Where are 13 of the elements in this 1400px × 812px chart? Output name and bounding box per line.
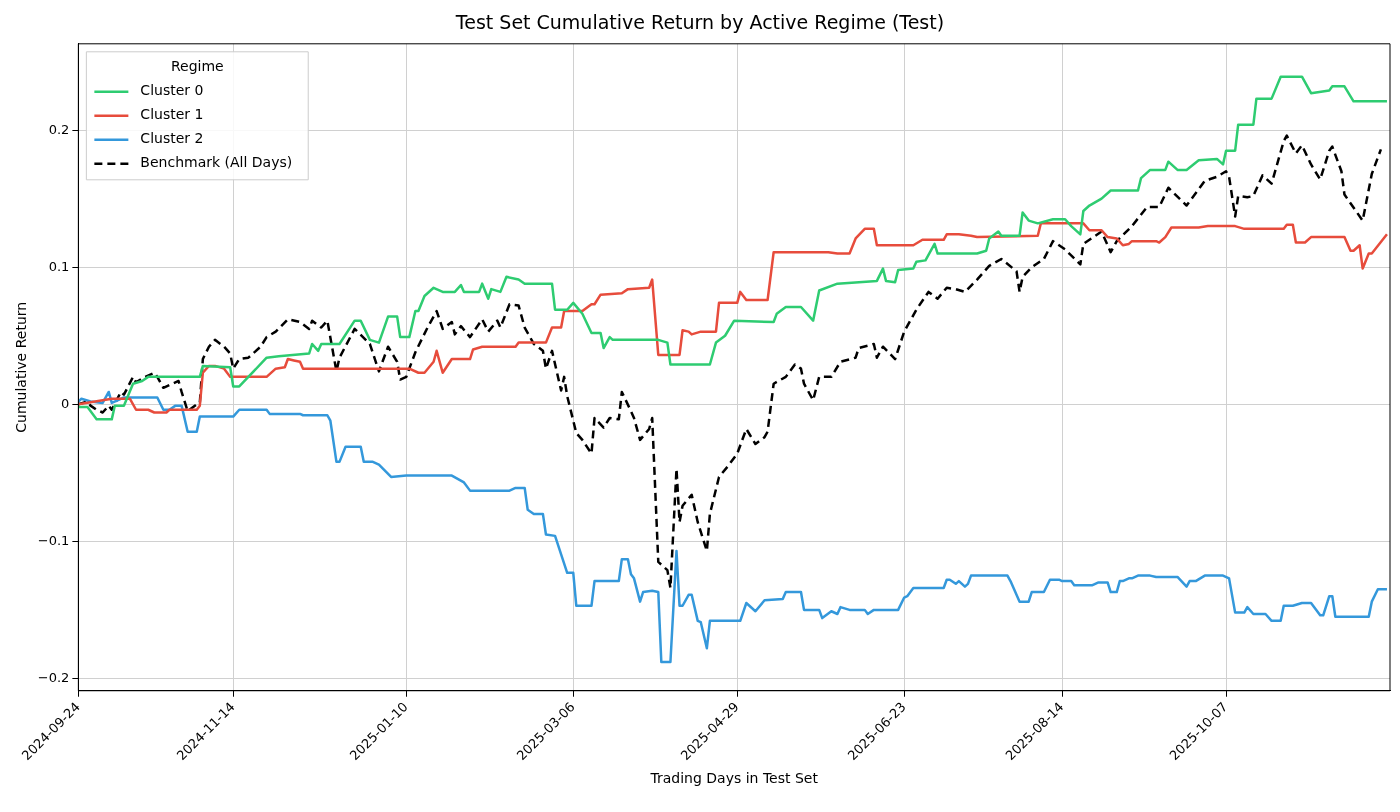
x-axis-title: Trading Days in Test Set: [649, 770, 819, 787]
y-axis-title: Cumulative Return: [13, 301, 30, 433]
y-tick-label: −0.2: [37, 669, 70, 685]
legend-title: Regime: [170, 58, 224, 75]
chart-title: Test Set Cumulative Return by Active Regime (Test): [454, 11, 945, 34]
y-tick-label: 0.2: [48, 121, 70, 137]
legend-label: Cluster 0: [140, 82, 204, 99]
y-tick-label: 0.1: [48, 258, 70, 274]
y-tick-label: −0.1: [37, 532, 70, 548]
y-tick-label: 0: [61, 395, 70, 411]
legend-label: Cluster 1: [140, 106, 204, 123]
legend-label: Cluster 2: [140, 130, 204, 147]
legend-label: Benchmark (All Days): [140, 154, 293, 171]
